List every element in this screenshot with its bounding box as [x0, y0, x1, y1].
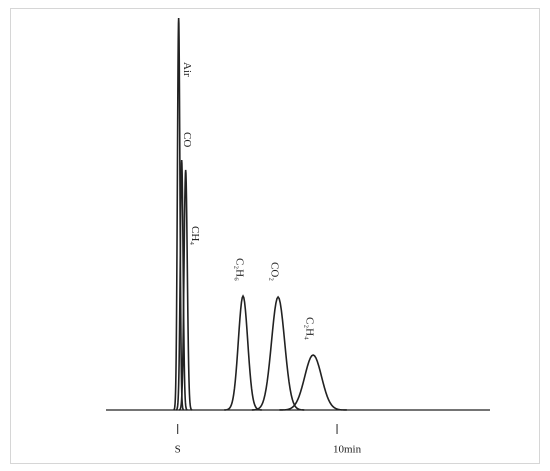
- peak: [178, 169, 193, 411]
- frame: [10, 8, 540, 464]
- peak-label: CO₂: [269, 262, 281, 281]
- peak: [175, 159, 188, 411]
- peak-label: CO: [181, 132, 193, 147]
- x-tick-label: S: [175, 444, 181, 456]
- peak-label: C₂H₄: [304, 317, 316, 340]
- peak: [224, 294, 262, 411]
- peak: [251, 295, 305, 411]
- peak: [279, 354, 347, 411]
- peak-label: Air: [181, 62, 193, 77]
- peak-label: CH₄: [189, 226, 201, 245]
- peak-label: C₂H₆: [233, 258, 245, 281]
- x-tick-label: 10min: [333, 444, 362, 456]
